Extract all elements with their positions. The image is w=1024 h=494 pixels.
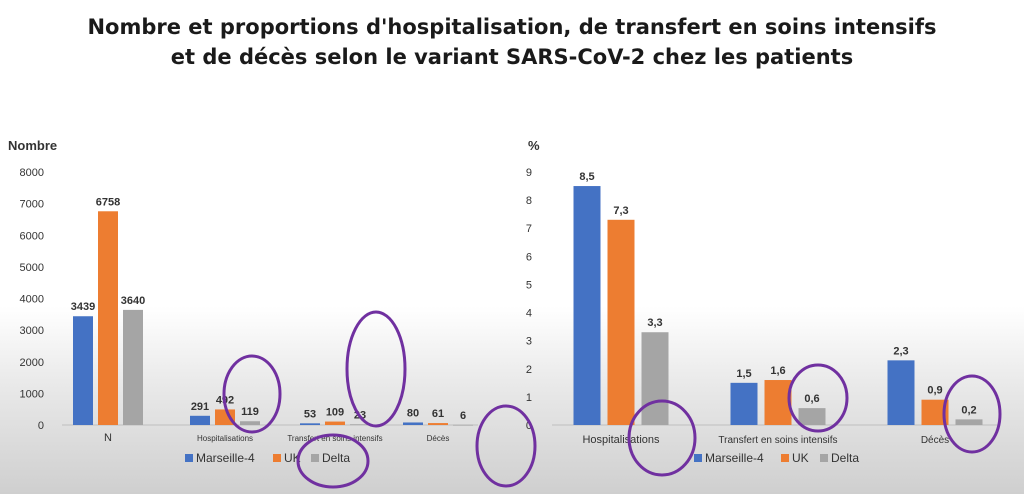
annotation-circle xyxy=(942,374,1002,454)
bar-uk-0 xyxy=(607,219,635,425)
y-tick-label: 4 xyxy=(526,308,532,320)
y-tick-label: 2000 xyxy=(20,357,44,369)
bar-marseille-4-0 xyxy=(73,316,93,425)
legend-label: UK xyxy=(792,451,809,465)
y-tick-label: 1000 xyxy=(20,388,44,400)
data-label: 1,5 xyxy=(736,368,751,380)
annotation-circle xyxy=(345,310,407,428)
data-label: 2,3 xyxy=(893,345,908,357)
y-axis-label: % xyxy=(528,138,540,153)
bar-uk-1 xyxy=(215,409,235,425)
bar-delta-0 xyxy=(641,332,669,425)
x-tick-label: Transfert en soins intensifs xyxy=(287,434,382,443)
y-tick-label: 6000 xyxy=(20,230,44,242)
chart-counts: Nombre 0 1000 2000 3000 4000 5000 6000 7000 8000 3… xyxy=(8,138,478,465)
data-label: 3439 xyxy=(71,301,95,313)
data-label: 6 xyxy=(460,410,466,422)
page-title: Nombre et proportions d'hospitalisation,… xyxy=(0,12,1024,72)
bar-marseille-4-2 xyxy=(887,360,915,425)
data-label: 6758 xyxy=(96,196,120,208)
legend-swatch xyxy=(185,454,193,462)
x-tick-label: Hospitalisations xyxy=(197,434,253,443)
legend-label: Marseille-4 xyxy=(705,451,764,465)
legend-swatch xyxy=(694,454,702,462)
x-tick-label: Hospitalisations xyxy=(582,434,660,446)
data-label: 0,6 xyxy=(804,393,819,405)
data-label: 3640 xyxy=(121,295,145,307)
legend-label: UK xyxy=(284,451,301,465)
legend-label: Delta xyxy=(831,451,859,465)
data-label: 3,3 xyxy=(647,317,662,329)
y-tick-label: 8000 xyxy=(20,167,44,179)
x-tick-label: Décès xyxy=(427,434,450,443)
data-label: 8,5 xyxy=(579,171,594,183)
legend-label: Delta xyxy=(322,451,350,465)
bar-delta-1 xyxy=(798,408,826,425)
y-tick-label: 2 xyxy=(526,364,532,376)
title-line-1: Nombre et proportions d'hospitalisation,… xyxy=(87,15,937,39)
data-label: 1,6 xyxy=(770,365,785,377)
x-tick-label: N xyxy=(104,432,112,444)
data-label: 53 xyxy=(304,408,316,420)
bar-delta-1 xyxy=(240,421,260,425)
data-label: 291 xyxy=(191,401,209,413)
y-tick-label: 8 xyxy=(526,195,532,207)
y-tick-label: 7000 xyxy=(20,199,44,211)
y-tick-label: 3 xyxy=(526,336,532,348)
bar-marseille-4-1 xyxy=(190,415,210,425)
bar-marseille-4-1 xyxy=(730,382,758,425)
data-label: 0,9 xyxy=(927,385,942,397)
y-tick-label: 5000 xyxy=(20,262,44,274)
bar-uk-2 xyxy=(325,421,345,425)
legend-swatch xyxy=(273,454,281,462)
title-line-2: et de décès selon le variant SARS-CoV-2 … xyxy=(170,45,854,69)
legend-label: Marseille-4 xyxy=(196,451,255,465)
bar-marseille-4-0 xyxy=(573,186,601,425)
chart-percentages: % 0 1 2 3 4 5 6 7 8 9 8,5 1,5 2,3 7,3 1,6 0,9 3,3 0,6 0,2 Ho… xyxy=(526,138,1000,465)
y-axis-label: Nombre xyxy=(8,138,57,153)
y-tick-label: 6 xyxy=(526,251,532,263)
bar-delta-3 xyxy=(453,424,473,426)
bar-marseille-4-2 xyxy=(300,423,320,425)
y-tick-label: 4000 xyxy=(20,294,44,306)
y-tick-label: 0 xyxy=(526,420,532,432)
annotation-circle xyxy=(222,354,282,434)
x-tick-label: Transfert en soins intensifs xyxy=(718,435,837,446)
data-label: 119 xyxy=(241,406,259,418)
data-label: 80 xyxy=(407,407,419,419)
y-tick-label: 5 xyxy=(526,279,532,291)
bar-delta-2 xyxy=(350,424,370,426)
bar-uk-0 xyxy=(98,211,118,425)
data-label: 61 xyxy=(432,408,444,420)
legend-swatch xyxy=(311,454,319,462)
bar-uk-1 xyxy=(764,380,792,425)
bar-marseille-4-3 xyxy=(403,422,423,425)
data-label: 109 xyxy=(326,407,344,419)
data-label: 0,2 xyxy=(961,404,976,416)
annotation-circle xyxy=(296,433,370,489)
data-label: 7,3 xyxy=(613,205,628,217)
legend-swatch xyxy=(820,454,828,462)
bar-delta-2 xyxy=(955,419,983,425)
y-tick-label: 7 xyxy=(526,223,532,235)
legend-swatch xyxy=(781,454,789,462)
annotation-circle xyxy=(475,404,537,488)
bar-delta-0 xyxy=(123,309,143,425)
x-tick-label: Décès xyxy=(921,435,949,446)
annotation-circle xyxy=(787,363,849,433)
y-tick-label: 9 xyxy=(526,167,532,179)
y-tick-label: 1 xyxy=(526,392,532,404)
bar-uk-3 xyxy=(428,423,448,425)
y-tick-label: 3000 xyxy=(20,325,44,337)
annotation-circle xyxy=(627,399,697,477)
y-tick-label: 0 xyxy=(38,420,44,432)
annotation-circles xyxy=(222,310,1002,489)
